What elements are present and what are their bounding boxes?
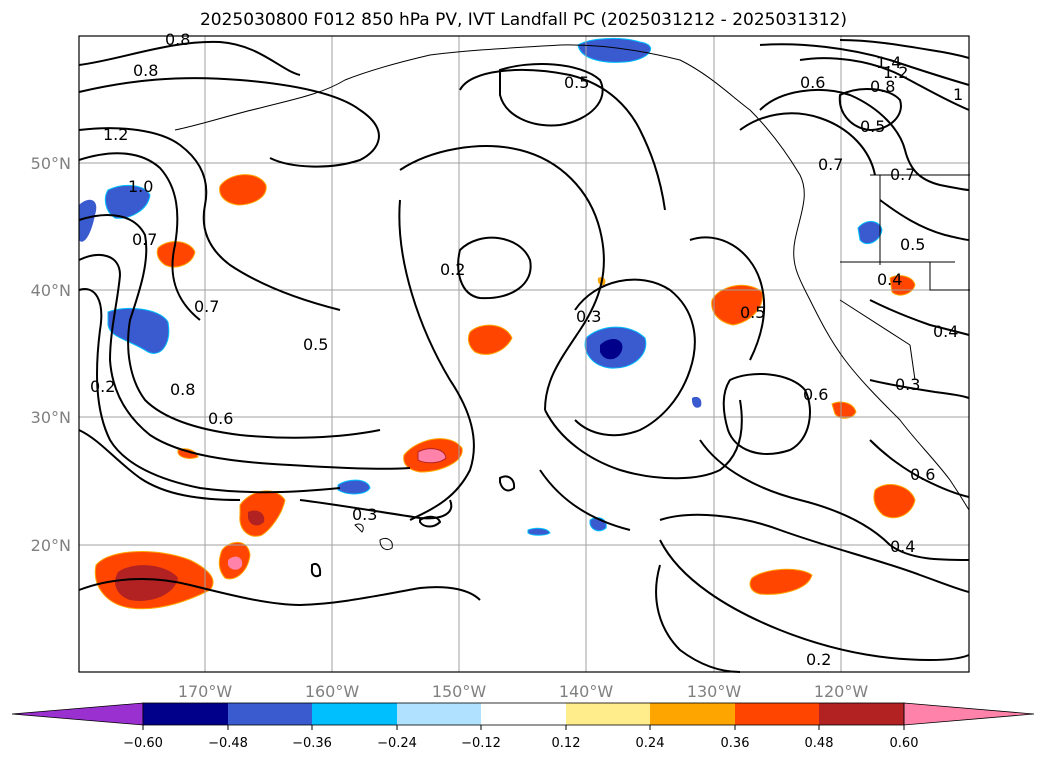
lat-label-30n: 30°N bbox=[31, 408, 71, 427]
positive-anomaly-shading bbox=[94, 174, 916, 610]
colorbar-outline bbox=[142, 702, 905, 726]
longitude-labels: 170°W 160°W 150°W 140°W 130°W 120°W bbox=[178, 682, 869, 701]
contour-label: 0.4 bbox=[933, 322, 958, 341]
colorbar-segment bbox=[228, 703, 312, 725]
contour-label: 0.8 bbox=[165, 30, 190, 49]
lon-label-170w: 170°W bbox=[178, 682, 233, 701]
colorbar-segment bbox=[566, 703, 650, 725]
contour-label: 1 bbox=[953, 85, 963, 104]
pv-contours bbox=[78, 39, 970, 673]
map-title: 2025030800 F012 850 hPa PV, IVT Landfall… bbox=[199, 10, 847, 30]
lon-label-150w: 150°W bbox=[432, 682, 487, 701]
contour-label: 0.5 bbox=[900, 235, 925, 254]
colorbar-extend-right bbox=[903, 702, 1035, 726]
contour-label: 0.2 bbox=[806, 650, 831, 669]
contour-label: 0.5 bbox=[564, 73, 589, 92]
map-content: 0.8 0.8 1.2 1.0 0.7 0.7 0.2 0.8 0.6 0.5 … bbox=[78, 30, 970, 673]
contour-label: 0.7 bbox=[890, 165, 915, 184]
colorbar-tick-label: 0.36 bbox=[721, 736, 750, 751]
colorbar-segment bbox=[397, 703, 481, 725]
contour-label: 0.6 bbox=[208, 409, 233, 428]
colorbar-segment bbox=[735, 703, 819, 725]
colorbar-segment bbox=[650, 703, 735, 725]
lon-label-120w: 120°W bbox=[814, 682, 869, 701]
gridlines bbox=[79, 36, 969, 672]
contour-label: 0.3 bbox=[352, 505, 377, 524]
colorbar-tick-label: −0.24 bbox=[377, 736, 417, 751]
lon-label-160w: 160°W bbox=[305, 682, 360, 701]
contour-label: 0.5 bbox=[860, 117, 885, 136]
contour-label: 0.8 bbox=[870, 77, 895, 96]
colorbar-extend-left bbox=[11, 702, 144, 726]
contour-label: 0.7 bbox=[132, 230, 157, 249]
contour-label: 0.7 bbox=[818, 155, 843, 174]
colorbar-tick-label: 0.24 bbox=[636, 736, 665, 751]
colorbar-segment bbox=[312, 703, 397, 725]
contour-labels: 0.8 0.8 1.2 1.0 0.7 0.7 0.2 0.8 0.6 0.5 … bbox=[90, 30, 963, 669]
contour-label: 0.6 bbox=[910, 465, 935, 484]
colorbar-tick-label: −0.48 bbox=[208, 736, 248, 751]
contour-label: 0.6 bbox=[800, 73, 825, 92]
lon-label-130w: 130°W bbox=[687, 682, 742, 701]
contour-label: 1.4 bbox=[876, 53, 901, 72]
colorbar-ticks bbox=[142, 725, 905, 730]
contour-label: 0.3 bbox=[895, 375, 920, 394]
contour-label: 0.4 bbox=[877, 270, 902, 289]
colorbar-segment bbox=[481, 703, 566, 725]
colorbar-tick-label: 0.60 bbox=[890, 736, 919, 751]
contour-label: 0.7 bbox=[194, 297, 219, 316]
colorbar-tick-label: 0.12 bbox=[552, 736, 581, 751]
contour-label: 0.8 bbox=[133, 61, 158, 80]
contour-label: 0.6 bbox=[803, 385, 828, 404]
contour-label: 0.2 bbox=[440, 260, 465, 279]
contour-label: 0.8 bbox=[170, 380, 195, 399]
contour-label: 0.5 bbox=[740, 303, 765, 322]
colorbar-tick-label: −0.12 bbox=[461, 736, 501, 751]
latitude-labels: 50°N 40°N 30°N 20°N bbox=[31, 154, 71, 555]
colorbar-tick-label: −0.60 bbox=[123, 736, 163, 751]
contour-label: 0.2 bbox=[90, 377, 115, 396]
colorbar-segment bbox=[819, 703, 904, 725]
contour-label: 1.0 bbox=[128, 177, 153, 196]
map-frame bbox=[78, 35, 970, 673]
colorbar-tick-label: −0.36 bbox=[292, 736, 332, 751]
colorbar-segment bbox=[143, 703, 228, 725]
colorbar-tick-label: 0.48 bbox=[805, 736, 834, 751]
negative-anomaly-shading bbox=[79, 37, 883, 536]
lat-label-40n: 40°N bbox=[31, 281, 71, 300]
contour-label: 0.4 bbox=[890, 537, 915, 556]
contour-label: 1.2 bbox=[103, 125, 128, 144]
contour-label: 0.5 bbox=[303, 335, 328, 354]
lat-label-20n: 20°N bbox=[31, 536, 71, 555]
lon-label-140w: 140°W bbox=[559, 682, 614, 701]
map-background bbox=[79, 36, 969, 672]
colorbar: −0.60 −0.48 −0.36 −0.24 −0.12 0.12 0.24 … bbox=[11, 702, 1035, 751]
lat-label-50n: 50°N bbox=[31, 154, 71, 173]
contour-label: 1.2 bbox=[883, 63, 908, 82]
contour-label: 0.3 bbox=[576, 307, 601, 326]
